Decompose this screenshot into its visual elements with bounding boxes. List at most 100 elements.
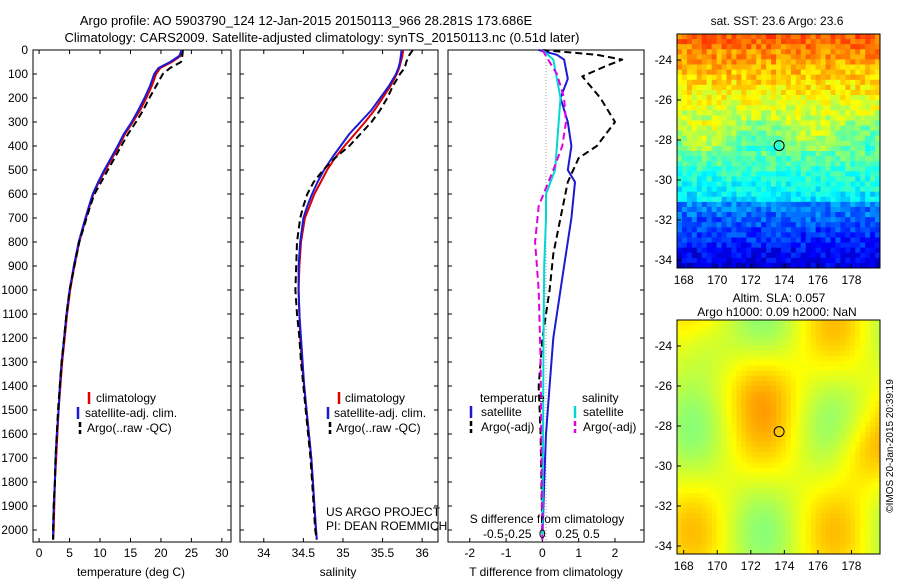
map-cell [830, 462, 836, 468]
map-cell [855, 151, 861, 157]
map-cell [696, 151, 703, 157]
map-cell [860, 156, 866, 162]
map-cell [795, 44, 802, 50]
map-cell [810, 498, 817, 504]
map-cell [810, 538, 817, 545]
map-cell [820, 89, 826, 96]
map-cell [830, 355, 836, 362]
map-cell [815, 350, 821, 357]
map-cell [686, 447, 693, 453]
map-cell [790, 115, 797, 121]
map-cell [721, 472, 727, 479]
map-cell [731, 59, 737, 65]
map-cell [790, 232, 797, 238]
map-cell [820, 84, 826, 91]
map-cell [825, 442, 831, 448]
map-cell [780, 411, 787, 418]
map-cell [711, 120, 718, 126]
map-cell [771, 437, 777, 443]
map-cell [795, 345, 802, 351]
map-cell [790, 386, 797, 392]
map-cell [830, 130, 836, 137]
map-cell [780, 528, 787, 535]
map-cell [855, 401, 861, 407]
map-cell [810, 54, 817, 60]
map-cell [795, 406, 802, 412]
map-cell [696, 467, 703, 474]
map-cell [691, 462, 698, 468]
map-cell [696, 171, 703, 177]
map-cell [810, 100, 817, 106]
map-cell [810, 340, 817, 346]
map-cell [840, 462, 846, 468]
map-cell [771, 370, 777, 377]
map-cell [761, 498, 767, 504]
map-cell [865, 442, 871, 448]
map-cell [780, 406, 787, 412]
map-cell [736, 74, 742, 81]
map-cell [761, 548, 767, 555]
map-cell [771, 406, 777, 412]
map-cell [805, 508, 812, 514]
map-cell [855, 232, 861, 238]
map-cell [865, 151, 871, 157]
map-cell [845, 186, 851, 193]
map-cell [721, 457, 727, 463]
map-cell [875, 176, 881, 182]
map-cell [830, 401, 836, 407]
map-cell [696, 74, 703, 81]
map-cell [855, 431, 861, 438]
map-cell [766, 482, 772, 489]
map-cell [677, 84, 683, 91]
map-cell [696, 247, 703, 254]
map-cell [870, 252, 876, 259]
map-cell [776, 492, 782, 499]
map-cell [810, 508, 817, 514]
map-cell [686, 370, 693, 377]
map-cell [696, 191, 703, 198]
map-cell [870, 320, 876, 326]
map-cell [855, 472, 861, 479]
map-cell [865, 330, 871, 336]
map-cell [780, 462, 787, 468]
map-cell [721, 166, 727, 172]
map-cell [810, 151, 817, 157]
map-cell [810, 105, 817, 111]
map-cell [865, 120, 871, 126]
map-cell [840, 543, 846, 550]
map-cell [696, 472, 703, 479]
map-cell [840, 39, 846, 45]
map-cell [780, 34, 787, 40]
map-cell [805, 39, 812, 45]
map-cell [830, 523, 836, 529]
map-cell [751, 95, 757, 101]
map-cell [751, 345, 757, 351]
map-cell [810, 452, 817, 458]
map-cell [756, 217, 762, 223]
map-cell [825, 467, 831, 474]
map-cell [736, 360, 742, 367]
map-cell [870, 360, 876, 367]
map-cell [681, 523, 688, 529]
map-cell [780, 74, 787, 81]
map-cell [815, 232, 821, 238]
map-cell [696, 340, 703, 346]
map-cell [741, 120, 747, 126]
map-cell [855, 186, 861, 193]
map-cell [850, 426, 856, 433]
map-cell [850, 252, 856, 259]
map-cell [756, 528, 762, 535]
map-cell [805, 212, 812, 218]
map-cell [865, 49, 871, 55]
map-cell [850, 156, 856, 162]
map-cell [845, 518, 851, 524]
map-cell [766, 340, 772, 346]
s-tick-label: -0.5 [483, 527, 504, 541]
map-cell [776, 401, 782, 407]
map-cell [741, 426, 747, 433]
map-cell [855, 39, 861, 45]
map-cell [820, 487, 826, 494]
map-cell [780, 533, 787, 540]
map-cell [855, 375, 861, 382]
map-cell [726, 452, 732, 458]
